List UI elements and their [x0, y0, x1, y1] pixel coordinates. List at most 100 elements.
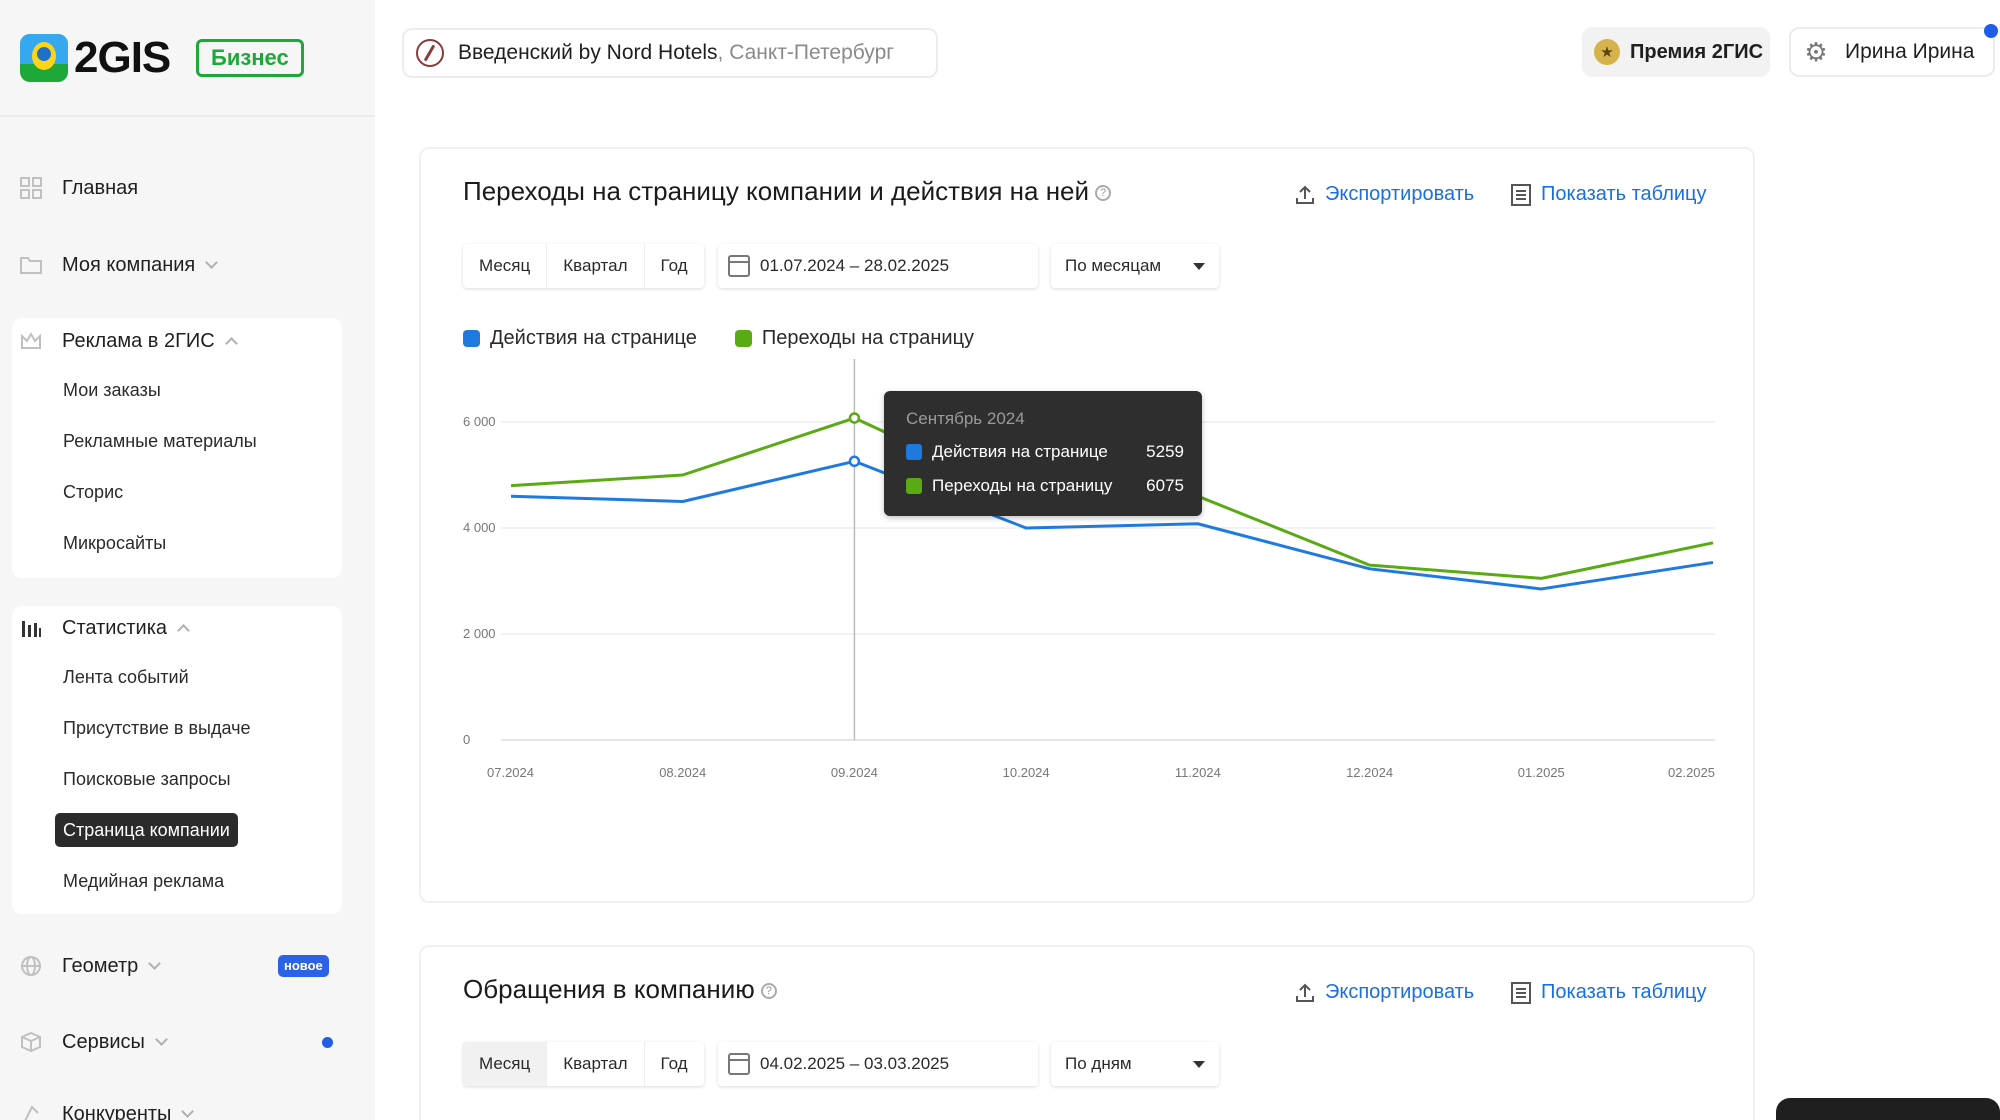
tooltip-swatch [906, 444, 922, 460]
card-title: Переходы на страницу компании и действия… [463, 176, 1112, 207]
sidebar-item-stats[interactable]: Статистика [20, 611, 190, 645]
globe-icon [20, 955, 42, 977]
sidebar-item-events[interactable]: Лента событий [63, 667, 189, 687]
chevron-down-icon [205, 256, 219, 269]
x-tick-label: 10.2024 [1003, 765, 1050, 780]
new-badge: новое [278, 955, 329, 977]
user-menu[interactable]: ⚙ Ирина Ирина [1789, 27, 1995, 77]
sidebar-item-label: Моя компания [62, 253, 196, 276]
gear-icon: ⚙ [1804, 36, 1828, 67]
legend-label: Действия на странице [490, 327, 697, 349]
period-year[interactable]: Год [660, 1054, 688, 1073]
sidebar-item-ads[interactable]: Реклама в 2ГИС [20, 324, 238, 358]
chevron-up-icon [224, 336, 238, 350]
series-line-actions[interactable] [510, 459, 1714, 591]
period-quarter[interactable]: Квартал [547, 1042, 645, 1086]
period-year[interactable]: Год [660, 256, 688, 275]
sidebar-item-services[interactable]: Сервисы [20, 1025, 168, 1059]
legend-item-actions[interactable]: Действия на странице [463, 327, 697, 350]
hotel-logo-icon [416, 39, 444, 67]
grid-icon [20, 177, 42, 199]
sidebar-item-company[interactable]: Моя компания [20, 248, 219, 282]
x-tick-label: 07.2024 [487, 765, 534, 780]
chevron-down-icon [155, 1033, 168, 1046]
sidebar-item-microsites[interactable]: Микросайты [63, 533, 167, 553]
business-badge: Бизнес [196, 39, 304, 77]
help-icon[interactable]: ? [1095, 185, 1112, 202]
export-label: Экспортировать [1325, 183, 1475, 205]
upload-icon [1295, 184, 1315, 206]
premium-button[interactable]: ★ Премия 2ГИС [1582, 27, 1770, 77]
sidebar-item-search-queries[interactable]: Поисковые запросы [63, 769, 231, 789]
tooltip-title: Сентябрь 2024 [906, 409, 1025, 428]
date-range-picker[interactable]: 01.07.2024 – 28.02.2025 [718, 244, 1038, 288]
export-button[interactable]: Экспортировать [1295, 981, 1474, 1004]
sidebar-item-media-ads[interactable]: Медийная реклама [63, 871, 225, 891]
x-tick-label: 02.2025 [1668, 765, 1715, 780]
x-tick-label: 01.2025 [1518, 765, 1565, 780]
company-selector[interactable]: Введенский by Nord Hotels, Санкт-Петербу… [402, 28, 938, 78]
logo-icon[interactable] [20, 34, 68, 82]
grouping-value: По месяцам [1065, 256, 1162, 275]
chart-legend: Действия на странице Переходы на страниц… [463, 327, 1012, 350]
services-notification-dot [322, 1037, 333, 1048]
y-tick-label: 0 [463, 732, 470, 747]
tooltip-row-value: 6075 [1146, 476, 1184, 495]
x-tick-label: 11.2024 [1175, 765, 1221, 780]
data-point-hover[interactable] [848, 412, 861, 424]
sidebar-item-ad-materials[interactable]: Рекламные материалы [63, 431, 257, 451]
tooltip-swatch [906, 478, 922, 494]
sidebar-item-label: Главная [62, 176, 139, 199]
legend-swatch [463, 330, 480, 347]
sidebar-item-label: Конкуренты [62, 1102, 172, 1120]
y-tick-label: 2 000 [463, 626, 496, 641]
logo-text[interactable]: 2GIS [74, 33, 171, 82]
document-icon [1511, 183, 1531, 206]
date-range-picker[interactable]: 04.02.2025 – 03.03.2025 [718, 1042, 1038, 1086]
period-month[interactable]: Месяц [463, 1042, 548, 1086]
logo-area: 2GIS Бизнес [0, 0, 375, 117]
document-icon [1511, 981, 1531, 1004]
x-tick-label: 12.2024 [1346, 765, 1393, 780]
calendar-icon [728, 255, 750, 277]
calendar-icon [728, 1053, 750, 1075]
export-button[interactable]: Экспортировать [1295, 183, 1474, 206]
sidebar-item-my-orders[interactable]: Мои заказы [63, 380, 161, 400]
tooltip-row-actions: Действия на странице 5259 [906, 442, 1184, 462]
show-table-button[interactable]: Показать таблицу [1511, 183, 1707, 206]
bottom-toast[interactable] [1776, 1098, 2000, 1120]
show-table-label: Показать таблицу [1541, 981, 1707, 1003]
sidebar-item-presence[interactable]: Присутствие в выдаче [63, 718, 251, 738]
legend-swatch [734, 330, 752, 347]
y-tick-label: 4 000 [463, 520, 496, 535]
sidebar-item-competitors[interactable]: Конкуренты [20, 1097, 195, 1120]
data-point-hover[interactable] [848, 455, 861, 468]
card-title: Обращения в компанию? [463, 974, 777, 1005]
show-table-button[interactable]: Показать таблицу [1511, 981, 1707, 1004]
sidebar-item-company-page[interactable]: Страница компании [55, 813, 238, 847]
chart-tooltip: Сентябрь 2024 Действия на странице 5259 … [884, 391, 1202, 516]
grouping-select[interactable]: По дням [1051, 1042, 1219, 1086]
sidebar-item-home[interactable]: Главная [20, 171, 138, 205]
card-title-text: Обращения в компанию [463, 974, 755, 1004]
requests-card: Обращения в компанию? Экспортировать Пок… [419, 945, 1755, 1120]
legend-item-visits[interactable]: Переходы на страницу [734, 327, 974, 350]
period-switcher: Месяц Квартал Год [463, 1042, 704, 1086]
grouping-select[interactable]: По месяцам [1051, 244, 1219, 288]
card-title-text: Переходы на страницу компании и действия… [463, 176, 1090, 206]
help-icon[interactable]: ? [760, 983, 777, 1000]
sidebar: 2GIS Бизнес Главная Моя компания Реклама… [0, 0, 375, 1120]
period-month[interactable]: Месяц [463, 244, 548, 288]
sidebar-item-label: Геометр [62, 954, 139, 977]
sidebar-item-label: Реклама в 2ГИС [62, 329, 215, 352]
show-table-label: Показать таблицу [1541, 183, 1707, 205]
bar-chart-icon [20, 617, 42, 639]
sidebar-group-ads [12, 318, 342, 578]
sidebar-item-stories[interactable]: Сторис [63, 482, 124, 502]
x-tick-label: 08.2024 [659, 765, 706, 780]
date-range-value: 04.02.2025 – 03.03.2025 [760, 1054, 950, 1073]
premium-label: Премия 2ГИС [1630, 40, 1764, 63]
star-medal-icon: ★ [1594, 39, 1620, 65]
sidebar-item-geometer[interactable]: Геометр [20, 949, 162, 983]
period-quarter[interactable]: Квартал [547, 244, 645, 288]
